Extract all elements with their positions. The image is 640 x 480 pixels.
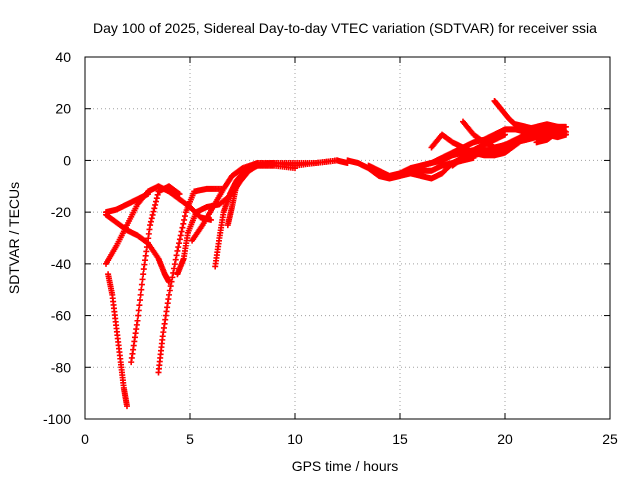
y-tick-label: -100 — [43, 411, 71, 427]
data-point — [208, 216, 214, 223]
data-point — [147, 218, 154, 225]
x-axis-label: GPS time / hours — [292, 458, 399, 474]
y-tick-label: 40 — [55, 49, 71, 65]
data-point — [177, 232, 184, 239]
data-point — [151, 205, 158, 212]
data-point — [138, 281, 145, 288]
data-point — [178, 228, 185, 235]
data-point — [152, 201, 159, 208]
data-point — [181, 216, 188, 223]
data-point — [136, 302, 143, 309]
data-point — [134, 317, 141, 324]
data-point — [145, 191, 151, 198]
y-tick-label: 20 — [55, 101, 71, 117]
data-point — [138, 286, 145, 293]
data-point — [149, 211, 156, 218]
x-tick-label: 25 — [602, 431, 618, 447]
series-track-22 — [533, 128, 569, 146]
data-point — [168, 278, 175, 285]
grid-lines — [85, 57, 610, 419]
data-point — [154, 191, 161, 198]
data-point — [147, 222, 154, 229]
y-tick-label: -60 — [51, 308, 71, 324]
data-point — [176, 191, 183, 198]
data-point — [171, 261, 178, 268]
x-tick-label: 0 — [81, 431, 89, 447]
y-tick-label: -40 — [51, 256, 71, 272]
x-tick-label: 20 — [497, 431, 513, 447]
x-tick-label: 5 — [186, 431, 194, 447]
x-tick-label: 15 — [392, 431, 408, 447]
series-track-7 — [174, 162, 277, 278]
data-point — [139, 276, 146, 283]
data-point — [135, 307, 142, 314]
data-point — [166, 291, 172, 298]
y-tick-label: -80 — [51, 359, 71, 375]
data-point — [124, 403, 130, 410]
data-point — [175, 244, 182, 251]
y-axis-label: SDTVAR / TECUs — [6, 182, 22, 294]
y-tick-label: -20 — [51, 204, 71, 220]
tick-labels: 0 5 10 15 20 25 -100 -80 -60 -40 -20 0 20 40 — [43, 49, 618, 447]
series-track-5 — [103, 191, 151, 216]
data-point — [152, 198, 159, 205]
data-marks — [103, 97, 569, 410]
data-point — [150, 208, 157, 215]
series-track-6 — [155, 185, 225, 376]
data-point — [180, 220, 187, 227]
data-point — [181, 213, 188, 220]
plot-frame — [84, 56, 611, 420]
data-point — [562, 123, 569, 130]
data-point — [140, 271, 147, 278]
data-point — [176, 240, 183, 247]
data-point — [167, 283, 174, 290]
data-point — [137, 297, 144, 304]
series-track-1 — [105, 271, 130, 410]
data-point — [166, 287, 173, 294]
x-tick-label: 10 — [287, 431, 303, 447]
data-point — [502, 131, 508, 138]
series-track-11 — [250, 157, 351, 169]
data-point — [562, 131, 569, 138]
chart-title: Day 100 of 2025, Sidereal Day-to-day VTE… — [93, 20, 597, 36]
data-point — [179, 224, 186, 231]
data-point — [153, 195, 160, 202]
data-point — [174, 247, 181, 254]
data-point — [137, 291, 144, 298]
data-point — [172, 256, 179, 263]
data-point — [169, 274, 176, 281]
data-point — [135, 312, 142, 319]
data-point — [176, 236, 183, 243]
data-point — [171, 265, 178, 272]
data-point — [470, 154, 477, 161]
y-tick-label: 0 — [63, 152, 71, 168]
data-point — [173, 252, 180, 259]
data-point — [148, 215, 155, 222]
